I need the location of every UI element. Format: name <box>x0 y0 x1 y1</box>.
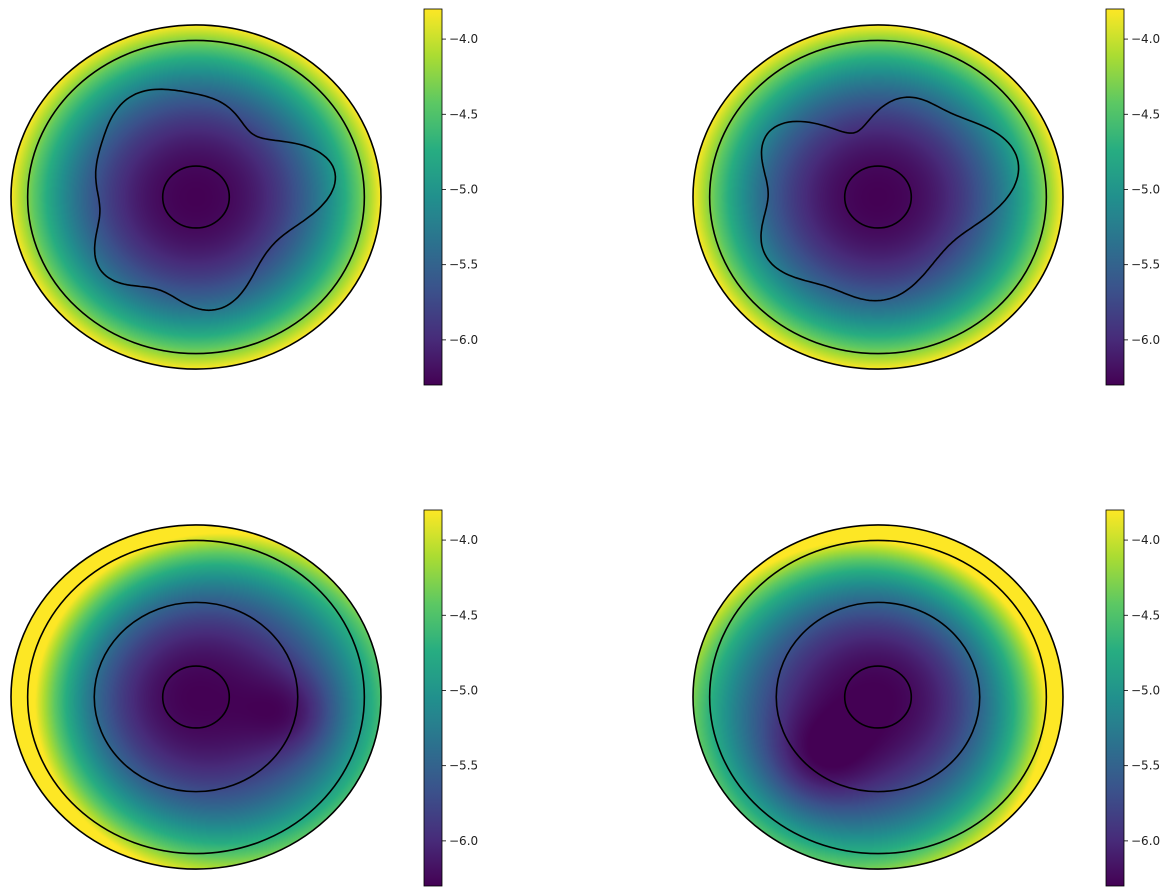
disk-panel-3: −4.0 −4.5 −5.0 −5.5 −6.0 <box>10 509 478 887</box>
colorbar-tick-label: −6.0 <box>1131 333 1160 347</box>
contour-line <box>708 539 1048 855</box>
colorbar-tick-label: −5.5 <box>1131 258 1160 272</box>
colorbar-tick-label: −5.0 <box>1131 182 1160 196</box>
colorbar <box>423 509 443 887</box>
disk-panel-2: −4.0 −4.5 −5.0 −5.5 −6.0 <box>692 8 1160 386</box>
colorbar-tick-label: −6.0 <box>1131 834 1160 848</box>
colorbar-tick-label: −5.0 <box>1131 683 1160 697</box>
heatmap-disk <box>693 524 1063 870</box>
contour-line <box>26 39 366 355</box>
contour-line <box>760 96 1020 302</box>
contour-line <box>161 165 231 229</box>
colorbar <box>423 8 443 386</box>
disk-outline <box>10 24 382 370</box>
colorbar-tick-label: −4.0 <box>1131 533 1160 547</box>
disk-outline <box>692 524 1064 870</box>
contour-line <box>775 601 981 793</box>
colorbar-tick-label: −4.0 <box>1131 32 1160 46</box>
disk-panel-1: −4.0 −4.5 −5.0 −5.5 −6.0 <box>10 8 478 386</box>
colorbar-tick-label: −6.0 <box>449 834 478 848</box>
colorbar-tick-label: −5.0 <box>449 182 478 196</box>
colorbar <box>1105 8 1125 386</box>
contour-line <box>708 39 1048 355</box>
colorbar-tick-label: −6.0 <box>449 333 478 347</box>
colorbar-tick-label: −5.5 <box>449 258 478 272</box>
heatmap-disk <box>693 24 1063 370</box>
colorbar-tick-label: −4.0 <box>449 32 478 46</box>
colorbar-tick-label: −4.5 <box>1131 608 1160 622</box>
colorbar-tick-label: −5.5 <box>449 759 478 773</box>
colorbar-tick-label: −4.5 <box>449 107 478 121</box>
contour-line <box>843 665 913 729</box>
contour-line <box>93 88 337 312</box>
contour-line <box>843 165 913 229</box>
contour-line <box>93 601 299 793</box>
disk-outline <box>692 24 1064 370</box>
colorbar <box>1105 509 1125 887</box>
colorbar-tick-label: −5.5 <box>1131 759 1160 773</box>
colorbar-tick-label: −4.5 <box>1131 107 1160 121</box>
contour-line <box>161 665 231 729</box>
disk-panel-4: −4.0 −4.5 −5.0 −5.5 −6.0 <box>692 509 1160 887</box>
colorbar-tick-label: −4.0 <box>449 533 478 547</box>
colorbar-tick-label: −5.0 <box>449 683 478 697</box>
heatmap-disk <box>11 24 381 370</box>
heatmap-disk <box>11 524 381 870</box>
contour-line <box>26 539 366 855</box>
disk-outline <box>10 524 382 870</box>
colorbar-tick-label: −4.5 <box>449 608 478 622</box>
